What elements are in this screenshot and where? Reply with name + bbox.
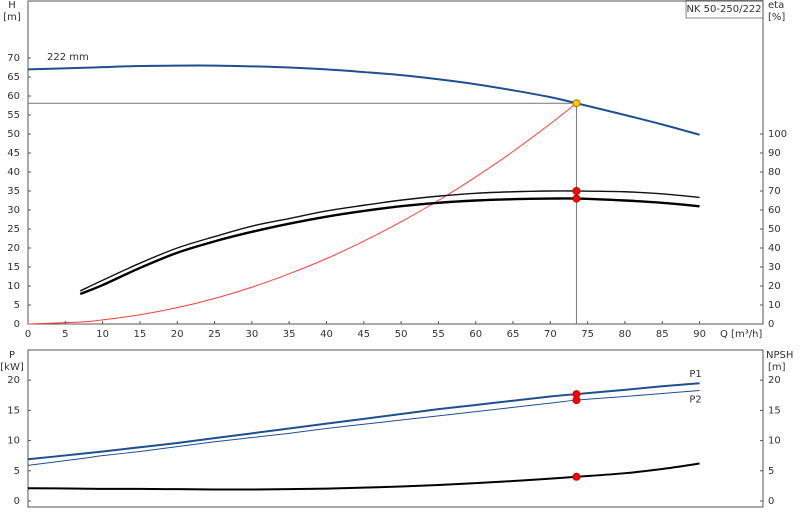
chart-title: NK 50-250/222 [686,4,761,15]
x-tick-label: 20 [171,329,184,340]
x-axis-label: Q [m³/h] [720,329,762,340]
x-tick-label: 50 [395,329,408,340]
y-tick-label: 5 [14,466,20,477]
x-tick-label: 80 [619,329,632,340]
y-tick-label: 40 [7,167,20,178]
plot-frame [27,0,764,325]
y-axis-label: P [9,350,15,361]
x-tick-label: 0 [25,329,31,340]
y-tick-label: 0 [14,319,20,330]
y2-tick-label: 40 [768,243,781,254]
x-tick-label: 30 [245,329,258,340]
curve-label: P1 [689,369,701,380]
y2-axis-label: eta [768,0,784,11]
y-tick-label: 20 [7,243,20,254]
x-tick-label: 75 [581,329,594,340]
x-tick-label: 25 [208,329,221,340]
curve [27,102,577,325]
y-tick-label: 30 [7,205,20,216]
y2-tick-label: 10 [768,436,781,447]
x-tick-label: 10 [96,329,109,340]
x-tick-label: 35 [283,329,296,340]
y-tick-label: 60 [7,91,20,102]
y2-tick-label: 20 [768,281,781,292]
x-tick-label: 60 [469,329,482,340]
y2-tick-label: 90 [768,148,781,159]
x-tick-label: 55 [432,329,445,340]
y2-tick-label: 50 [768,224,781,235]
duty-point [572,396,581,405]
y-tick-label: 55 [7,110,20,121]
y-tick-label: 15 [7,405,20,416]
y-axis-label: H [8,0,16,11]
y2-axis-unit: [%] [768,12,785,23]
duty-point [572,187,581,195]
y-tick-label: 5 [14,300,20,311]
x-tick-label: 90 [693,329,706,340]
y2-tick-label: 0 [768,496,774,507]
y-tick-label: 10 [7,281,20,292]
y-axis-unit: [m] [3,12,21,23]
y2-tick-label: 0 [768,319,774,330]
x-tick-label: 5 [62,329,68,340]
y-tick-label: 65 [7,72,20,83]
y-tick-label: 20 [7,375,20,386]
y2-tick-label: 70 [768,186,781,197]
y2-tick-label: 5 [768,466,774,477]
x-tick-label: 45 [357,329,370,340]
plot-frame [27,349,764,508]
x-tick-label: 65 [507,329,520,340]
y-tick-label: 0 [14,496,20,507]
curve-label: 222 mm [47,52,89,63]
curve-label: P2 [689,394,701,405]
duty-point [572,472,581,481]
y-axis-unit: [kW] [0,362,24,373]
y2-axis-label: NPSH [766,350,793,361]
y2-tick-label: 100 [768,129,787,140]
y2-tick-label: 60 [768,205,781,216]
y-tick-label: 15 [7,262,20,273]
y2-tick-label: 30 [768,262,781,273]
y2-tick-label: 20 [768,375,781,386]
y-tick-label: 45 [7,148,20,159]
y-tick-label: 35 [7,186,20,197]
y-tick-label: 50 [7,129,20,140]
duty-point [572,194,581,203]
y2-tick-label: 10 [768,300,781,311]
duty-point [572,99,581,108]
y-tick-label: 10 [7,436,20,447]
x-tick-label: 40 [320,329,333,340]
x-tick-label: 70 [544,329,557,340]
y2-tick-label: 15 [768,405,781,416]
y-tick-label: 25 [7,224,20,235]
y-tick-label: 70 [7,53,20,64]
y2-tick-label: 80 [768,167,781,178]
y2-axis-unit: [m] [768,362,786,373]
x-tick-label: 15 [134,329,147,340]
x-tick-label: 85 [656,329,669,340]
